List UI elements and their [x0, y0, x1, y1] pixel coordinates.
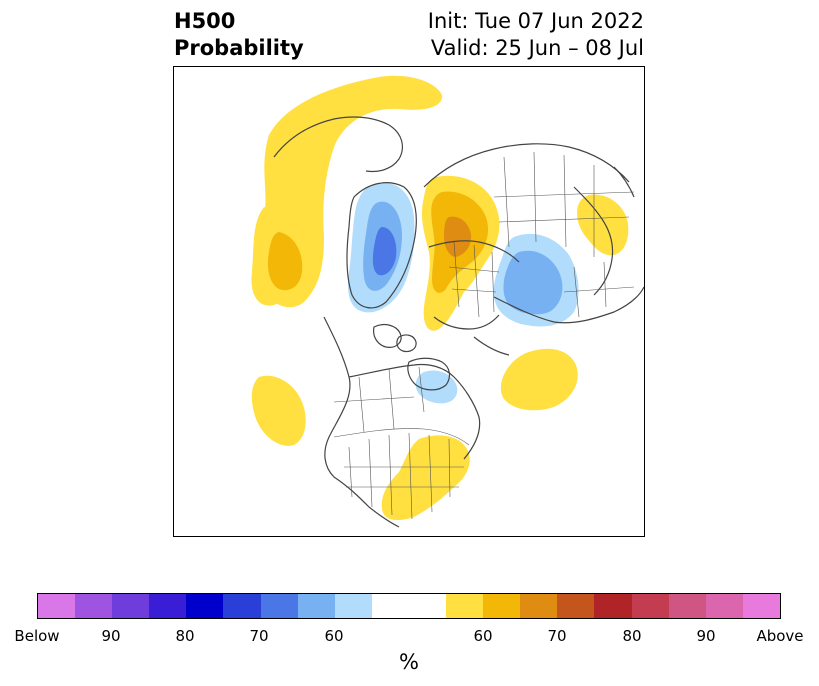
- colorbar-cell: [668, 594, 706, 618]
- colorbar-tick-label: 70: [249, 627, 269, 645]
- above-region-us: [381, 435, 470, 521]
- colorbar-cell: [38, 594, 76, 618]
- above-region-alaska-arc: [258, 75, 443, 308]
- colorbar-cell: [334, 594, 372, 618]
- colorbar-tick-label: 80: [622, 627, 642, 645]
- colorbar-tick-label: 80: [175, 627, 195, 645]
- coast-greenland: [346, 182, 417, 309]
- border-us-canada: [333, 428, 470, 446]
- colorbar-cell: [223, 594, 261, 618]
- colorbar-cell-neutral: [371, 594, 447, 618]
- colorbar-cell: [557, 594, 595, 618]
- coast-hudson-bay: [407, 357, 451, 391]
- political-borders: [333, 151, 635, 520]
- colorbar-tick-label: 60: [324, 627, 344, 645]
- border-us-states: [344, 432, 464, 520]
- colorbar-tick-label: 90: [101, 627, 121, 645]
- colorbar-tick-label: 60: [473, 627, 493, 645]
- colorbar-cell: [297, 594, 335, 618]
- colorbar-cell: [112, 594, 150, 618]
- date-info: Init: Tue 07 Jun 2022 Valid: 25 Jun – 08…: [428, 8, 644, 62]
- colorbar-tick-label: 90: [696, 627, 716, 645]
- above-region-pacific: [500, 348, 578, 411]
- title-line-1: H500: [174, 9, 236, 33]
- above-region-alaska-core: [267, 232, 303, 291]
- valid-period: Valid: 25 Jun – 08 Jul: [430, 36, 644, 60]
- above-region-siberia-peak: [444, 216, 472, 257]
- border-europe: [448, 241, 500, 318]
- colorbar-tick-label: Above: [756, 627, 804, 645]
- map-canvas: [251, 75, 644, 528]
- colorbar-cell: [520, 594, 558, 618]
- coast-europe: [433, 314, 510, 356]
- border-canada-provinces: [333, 366, 425, 433]
- coastlines: [273, 116, 644, 528]
- coast-east-asia: [573, 166, 635, 296]
- coast-eurasia: [423, 143, 644, 324]
- coast-alaska: [273, 116, 403, 173]
- colorbar-cell: [631, 594, 669, 618]
- below-region-hudson: [415, 370, 458, 404]
- init-date: Init: Tue 07 Jun 2022: [427, 9, 644, 33]
- colorbar-cell: [705, 594, 743, 618]
- above-normal-regions: [251, 75, 629, 521]
- above-region-atlantic: [251, 375, 306, 446]
- colorbar-cell: [149, 594, 187, 618]
- below-normal-regions: [347, 182, 579, 404]
- below-region-scandinavia-60: [503, 250, 563, 315]
- border-asia-south: [563, 261, 635, 318]
- colorbar-cell: [742, 594, 780, 618]
- colorbar-tick-label: 70: [547, 627, 567, 645]
- colorbar-cell: [446, 594, 484, 618]
- probability-map: [173, 66, 645, 537]
- colorbar: [37, 593, 781, 619]
- above-region-east-asia: [577, 194, 629, 256]
- colorbar-cell: [75, 594, 113, 618]
- colorbar-cell: [483, 594, 521, 618]
- title-line-2: Probability: [174, 36, 304, 60]
- colorbar-cell: [186, 594, 224, 618]
- colorbar-cell: [594, 594, 632, 618]
- border-russia: [493, 151, 635, 257]
- colorbar-cell: [260, 594, 298, 618]
- chart-title: H500 Probability: [174, 8, 304, 62]
- coast-canadian-archipelago: [373, 323, 417, 353]
- colorbar-units: %: [399, 650, 419, 674]
- colorbar-tick-label: Below: [14, 627, 60, 645]
- coast-north-america: [323, 316, 481, 528]
- below-region-greenland-70: [372, 227, 397, 276]
